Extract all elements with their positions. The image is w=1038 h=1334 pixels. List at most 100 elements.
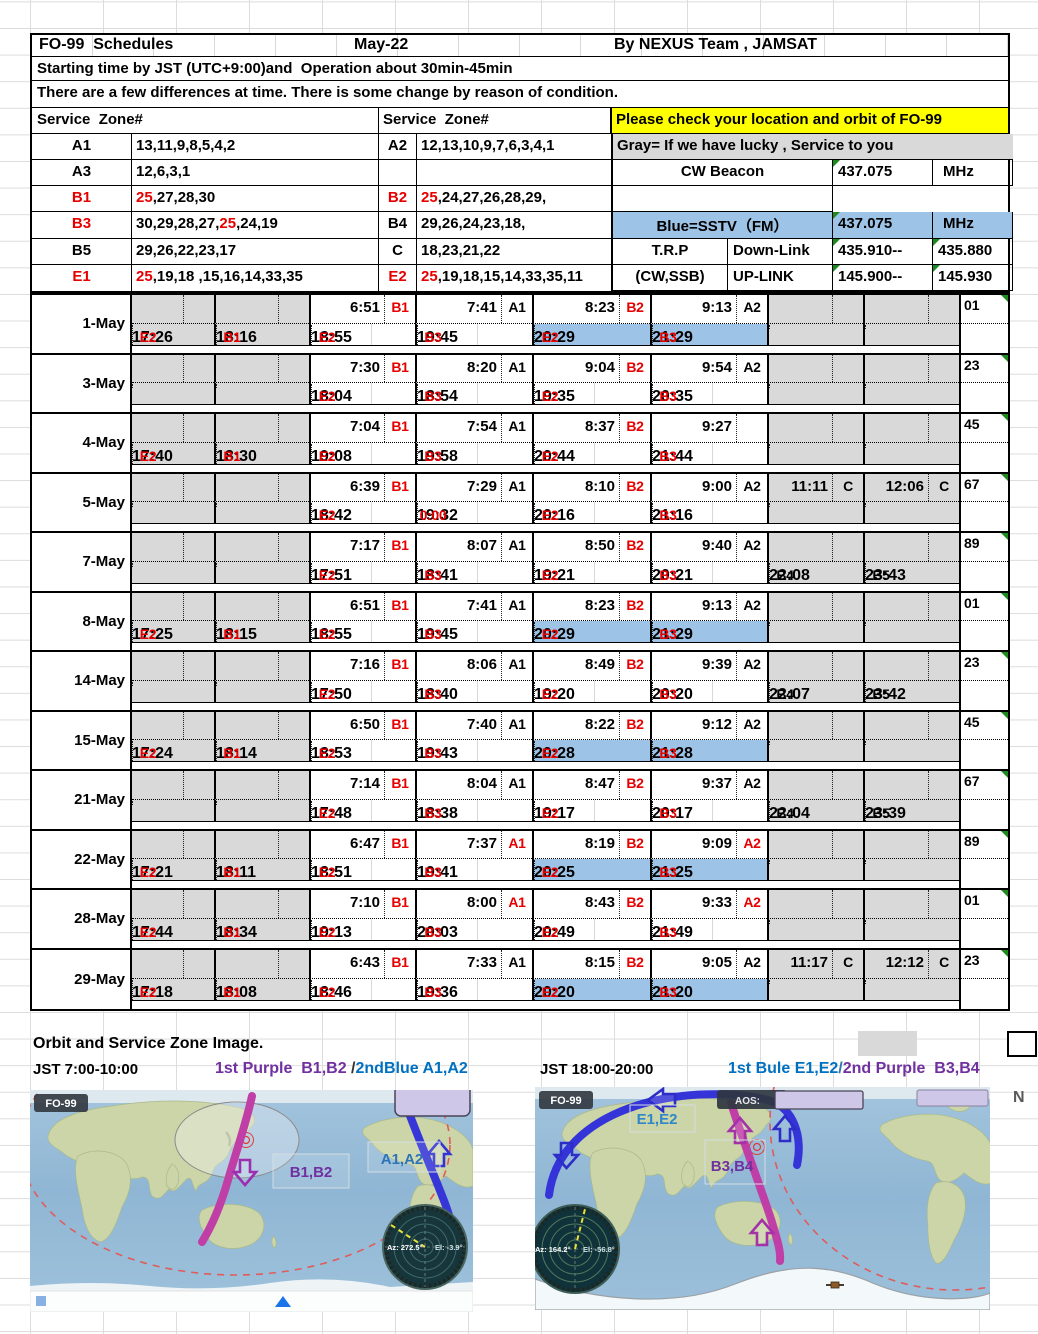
schedule-cell[interactable]: 18:55 E2 [309, 323, 415, 346]
schedule-cell[interactable] [863, 621, 959, 644]
schedule-cell[interactable]: 6:43 B1 [309, 949, 415, 980]
schedule-cell[interactable]: 19:13 E2 [309, 918, 415, 941]
schedule-cell[interactable]: 17:51 E2 [309, 561, 415, 584]
schedule-cell[interactable]: 18:54 B3 [415, 383, 532, 406]
schedule-cell[interactable]: 18:15 B1 [214, 621, 309, 644]
schedule-cell[interactable] [863, 740, 959, 763]
schedule-cell[interactable] [132, 652, 214, 681]
zone-id[interactable]: B5 [32, 238, 132, 265]
schedule-cell[interactable]: 19:17 E2 [532, 799, 650, 822]
schedule-cell[interactable]: 7:17 B1 [309, 533, 415, 562]
schedule-cell[interactable] [767, 771, 863, 800]
scroll-up-icon[interactable] [275, 1296, 291, 1307]
schedule-cell[interactable]: 17:21 E2 [132, 859, 214, 882]
schedule-cell[interactable]: 18:34 B1 [214, 918, 309, 941]
orbit-cell[interactable]: 89 [959, 830, 1008, 888]
schedule-cell[interactable]: 18:14 B1 [214, 740, 309, 763]
schedule-cell[interactable]: 21:29 B3 [650, 323, 767, 346]
schedule-cell[interactable] [132, 561, 214, 584]
schedule-cell[interactable]: 17:24 E2 [132, 740, 214, 763]
schedule-cell[interactable] [863, 414, 959, 443]
sstv-frequency[interactable]: 437.075 [833, 212, 933, 239]
orbit-cell[interactable]: 45 [959, 711, 1008, 769]
schedule-cell[interactable]: 11:17 C [767, 949, 863, 980]
date-label[interactable]: 21-May [32, 771, 132, 829]
uplink-from[interactable]: 145.900-- [833, 264, 933, 291]
schedule-cell[interactable]: 20:17 B3 [650, 799, 767, 822]
schedule-cell[interactable]: 7:40 A1 [415, 711, 532, 741]
date-label[interactable]: 3-May [32, 354, 132, 412]
date-label[interactable]: 5-May [32, 473, 132, 531]
schedule-cell[interactable]: 7:30 B1 [309, 354, 415, 384]
zone-id[interactable] [379, 160, 417, 187]
zone-list[interactable]: 29,26,22,23,17 [132, 238, 379, 265]
schedule-cell[interactable] [132, 949, 214, 980]
schedule-cell[interactable]: 18:51 E2 [309, 859, 415, 882]
schedule-cell[interactable]: 20:29 E2 [532, 621, 650, 644]
schedule-cell[interactable]: 21:44 B3 [650, 442, 767, 465]
schedule-cell[interactable]: 8:23 B2 [532, 295, 650, 324]
sstv-label[interactable]: Blue=SSTV（FM） [613, 212, 833, 239]
schedule-cell[interactable] [132, 533, 214, 562]
schedule-cell[interactable] [214, 533, 309, 562]
schedule-cell[interactable]: 9:04 B2 [532, 354, 650, 384]
zone-list[interactable]: 25,27,28,30 [132, 186, 379, 213]
schedule-cell[interactable]: 23:42 B5 [863, 680, 959, 703]
schedule-cell[interactable]: 8:07 A1 [415, 533, 532, 562]
schedule-cell[interactable]: 9:37 A2 [650, 771, 767, 800]
schedule-cell[interactable]: 21:25 B3 [650, 859, 767, 882]
schedule-cell[interactable]: 23:43 B5 [863, 561, 959, 584]
schedule-cell[interactable] [863, 652, 959, 681]
schedule-cell[interactable] [214, 711, 309, 741]
schedule-cell[interactable]: 6:47 B1 [309, 830, 415, 860]
schedule-cell[interactable] [767, 295, 863, 324]
schedule-cell[interactable]: 19:36 B3 [415, 979, 532, 1002]
control-button-2[interactable] [916, 1089, 989, 1107]
schedule-cell[interactable]: 8:04 A1 [415, 771, 532, 800]
schedule-cell[interactable] [863, 502, 959, 525]
zone-id[interactable]: E2 [379, 264, 417, 291]
schedule-cell[interactable] [863, 383, 959, 406]
orbit-cell[interactable]: 01 [959, 890, 1008, 948]
service-zone-label-2[interactable]: Service Zone# [379, 108, 612, 133]
schedule-cell[interactable] [214, 799, 309, 822]
schedule-cell[interactable]: 20:16 E2 [532, 502, 650, 525]
schedule-cell[interactable]: 20:28 E2 [532, 740, 650, 763]
date-label[interactable]: 28-May [32, 890, 132, 948]
schedule-cell[interactable]: 20:35 B3 [650, 383, 767, 406]
schedule-cell[interactable]: 9:09 A2 [650, 830, 767, 860]
schedule-cell[interactable]: 9:12 A2 [650, 711, 767, 741]
note-row-2[interactable]: There are a few differences at time. The… [32, 81, 1008, 108]
schedule-cell[interactable]: 17:44 E2 [132, 918, 214, 941]
uplink-to[interactable]: 145.930 [933, 264, 1013, 291]
schedule-cell[interactable] [863, 442, 959, 465]
schedule-cell[interactable]: 18:16 B1 [214, 323, 309, 346]
schedule-cell[interactable]: 19:32 0:00 [415, 502, 532, 525]
schedule-cell[interactable] [214, 561, 309, 584]
schedule-cell[interactable] [767, 383, 863, 406]
zone-id[interactable]: A3 [32, 160, 132, 187]
orbit-cell[interactable]: 01 [959, 592, 1008, 650]
schedule-cell[interactable]: 18:55 E2 [309, 621, 415, 644]
schedule-cell[interactable]: 20:03 B3 [415, 918, 532, 941]
downlink-label[interactable]: Down-Link [728, 238, 833, 265]
schedule-cell[interactable] [214, 771, 309, 800]
schedule-cell[interactable]: 19:35 E2 [532, 383, 650, 406]
schedule-cell[interactable] [214, 502, 309, 525]
orbit-cell[interactable]: 23 [959, 652, 1008, 710]
schedule-cell[interactable] [132, 295, 214, 324]
schedule-cell[interactable] [863, 323, 959, 346]
service-zone-label-1[interactable]: Service Zone# [32, 108, 379, 133]
schedule-cell[interactable]: 8:10 B2 [532, 473, 650, 503]
orbit-cell[interactable]: 01 [959, 295, 1008, 353]
zone-list[interactable]: 13,11,9,8,5,4,2 [132, 134, 379, 161]
schedule-cell[interactable]: 19:45 B3 [415, 621, 532, 644]
schedule-cell[interactable] [863, 890, 959, 919]
schedule-cell[interactable]: 19:41 B3 [415, 859, 532, 882]
schedule-cell[interactable]: 23:39 B5 [863, 799, 959, 822]
schedule-cell[interactable] [767, 502, 863, 525]
schedule-cell[interactable] [863, 979, 959, 1002]
schedule-cell[interactable] [132, 592, 214, 622]
schedule-cell[interactable]: 6:50 B1 [309, 711, 415, 741]
schedule-cell[interactable]: 17:50 E2 [309, 680, 415, 703]
